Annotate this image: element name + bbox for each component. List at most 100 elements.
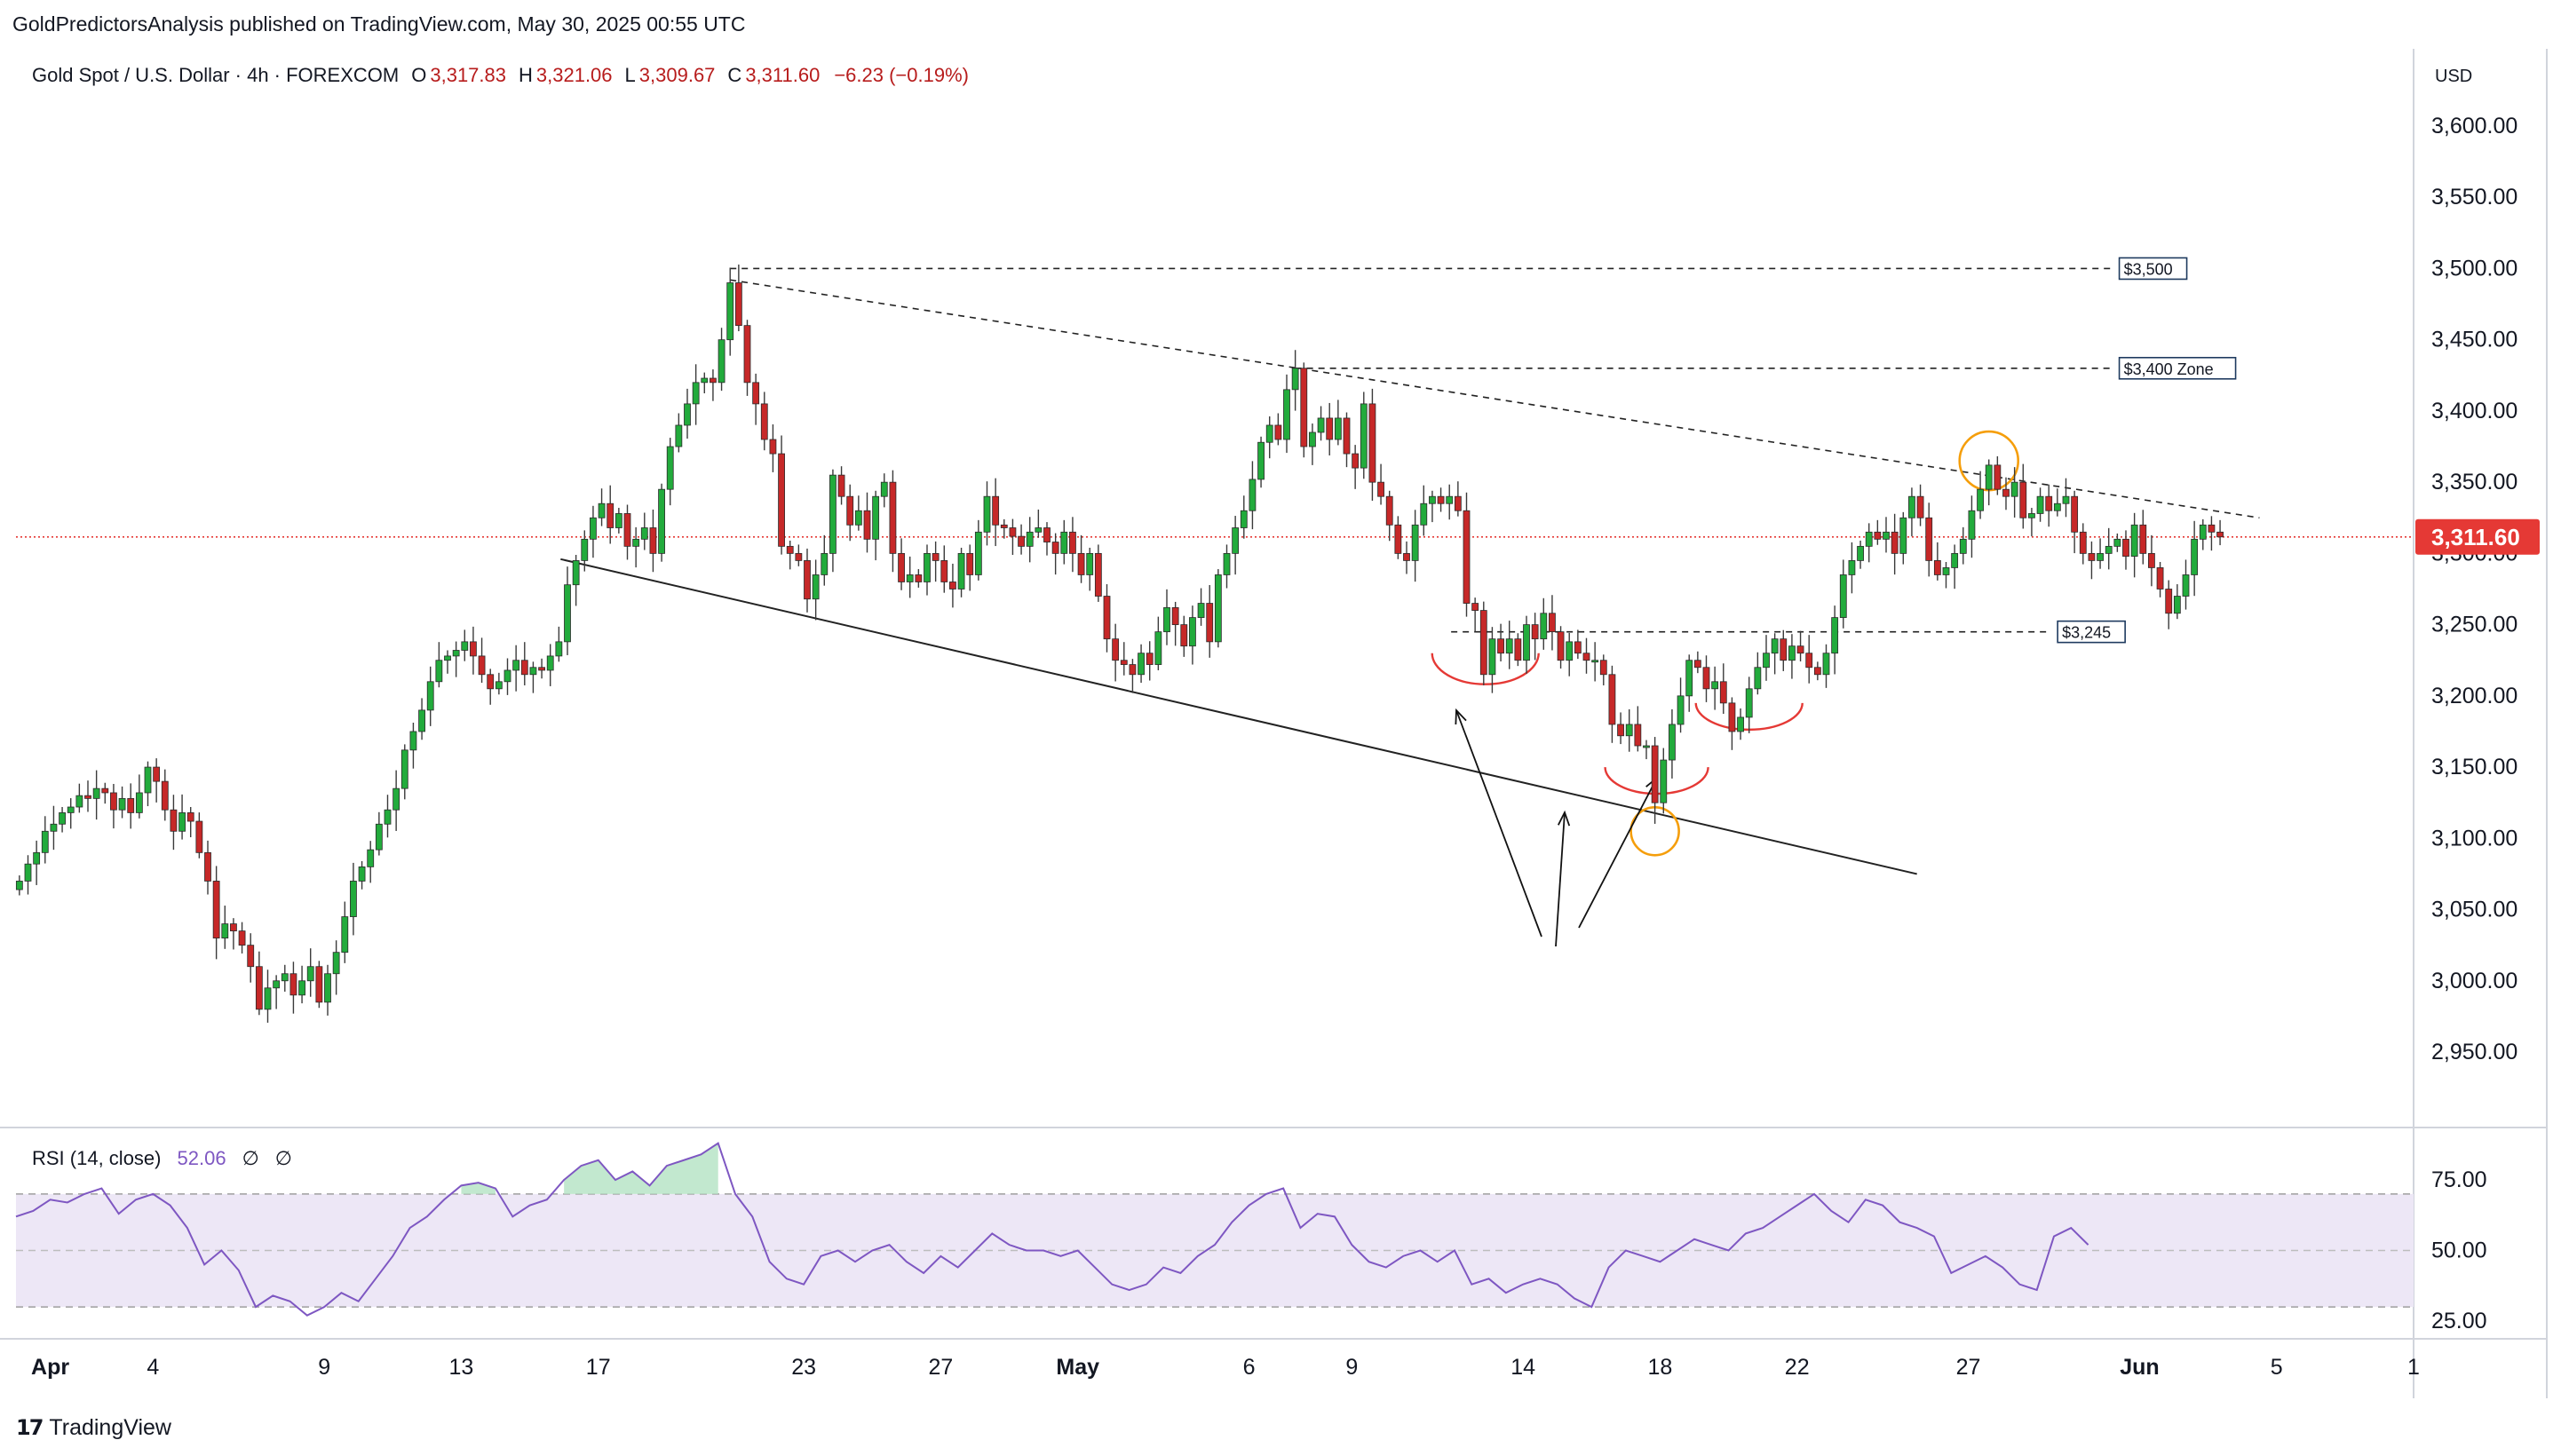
candle: [1154, 616, 1162, 670]
tradingview-brand[interactable]: 17 TradingView: [16, 1412, 171, 1444]
candle: [1129, 659, 1137, 693]
candle-body: [649, 527, 657, 554]
candle: [1883, 517, 1890, 553]
candle: [2019, 463, 2027, 529]
candle-body: [461, 641, 469, 651]
candle-body: [1745, 688, 1753, 718]
candle-body: [2105, 545, 2113, 554]
candle: [24, 855, 32, 895]
candle: [1283, 374, 1290, 454]
candle-body: [795, 552, 803, 561]
candle-body: [341, 916, 349, 954]
candle: [1994, 455, 2002, 495]
level-label-box: [2118, 257, 2188, 281]
candle-body: [33, 851, 41, 865]
arrow-left: [1455, 708, 1542, 938]
candle: [2139, 510, 2147, 565]
candle: [786, 540, 794, 570]
candle: [470, 626, 477, 675]
candle-body: [298, 980, 305, 996]
candle-body: [769, 439, 777, 455]
candle-body: [1420, 502, 1428, 526]
candle-body: [786, 545, 794, 554]
candle-body: [1018, 535, 1025, 547]
candle: [512, 645, 520, 692]
candle-body: [1077, 552, 1085, 575]
candle: [478, 637, 486, 684]
candle-body: [1754, 667, 1762, 690]
candle-body: [1651, 745, 1659, 803]
candle-body: [315, 966, 323, 1003]
candle-body: [2208, 524, 2216, 533]
candle: [1214, 569, 1222, 648]
candle: [1291, 350, 1299, 411]
candle: [230, 918, 237, 950]
candle-body: [1009, 527, 1017, 537]
candle: [161, 769, 169, 821]
candle-body: [1857, 545, 1864, 561]
candle-body: [392, 787, 400, 811]
candle-body: [1283, 389, 1290, 440]
candle-body: [2182, 574, 2190, 597]
candle: [298, 965, 305, 1004]
candle-body: [1899, 517, 1907, 554]
candle-body: [478, 655, 486, 676]
candle: [204, 840, 211, 895]
candle: [503, 658, 511, 695]
candle: [1574, 629, 1582, 660]
candle: [1180, 615, 1188, 657]
candle: [375, 811, 383, 856]
candle-body: [2019, 481, 2027, 518]
candle-body: [1951, 552, 1959, 568]
level-label: $3,245: [2062, 624, 2111, 642]
candle-body: [2130, 524, 2138, 557]
candle-body: [1813, 667, 1821, 676]
candle-body: [495, 681, 503, 690]
candle-body: [1146, 653, 1154, 665]
candle-body: [1454, 495, 1462, 511]
candle: [273, 975, 281, 1009]
candle-body: [24, 863, 32, 882]
candle: [1368, 388, 1376, 502]
candle-body: [821, 552, 829, 575]
candle: [84, 780, 91, 812]
candle-body: [2010, 481, 2018, 497]
candle-body: [2036, 495, 2044, 514]
candle-body: [932, 552, 940, 561]
candle-body: [1737, 716, 1744, 732]
candle: [2036, 487, 2044, 522]
candle-body: [1249, 479, 1257, 511]
candle-body: [1035, 527, 1043, 533]
candle: [1660, 748, 1668, 814]
candle-body: [1171, 606, 1179, 626]
candle-body: [710, 377, 717, 384]
arrow-shaft: [1578, 777, 1658, 929]
candle: [1968, 495, 1976, 558]
candle: [195, 812, 203, 859]
time-tick-label: 23: [791, 1355, 816, 1380]
candle-body: [212, 881, 220, 939]
candle: [1822, 644, 1830, 688]
candle: [392, 770, 400, 831]
candle-body: [2199, 524, 2207, 540]
candle-body: [1677, 695, 1685, 725]
candle: [2199, 518, 2207, 550]
candle-body: [924, 552, 931, 582]
candle: [915, 569, 923, 588]
candle: [1908, 487, 1915, 537]
candle: [992, 478, 1000, 547]
candle-body: [684, 403, 691, 426]
candle-body: [1883, 531, 1890, 540]
candle-body: [837, 474, 845, 497]
candle: [153, 758, 161, 803]
price-tick-label: 3,350.00: [2431, 470, 2517, 495]
price-tick-label: 3,000.00: [2431, 969, 2517, 993]
candle-body: [614, 513, 622, 528]
candle-body: [778, 453, 785, 547]
candle: [186, 807, 194, 838]
candle-body: [666, 446, 674, 490]
candle-body: [1069, 531, 1076, 554]
candle-body: [718, 339, 725, 384]
candle: [59, 807, 66, 833]
